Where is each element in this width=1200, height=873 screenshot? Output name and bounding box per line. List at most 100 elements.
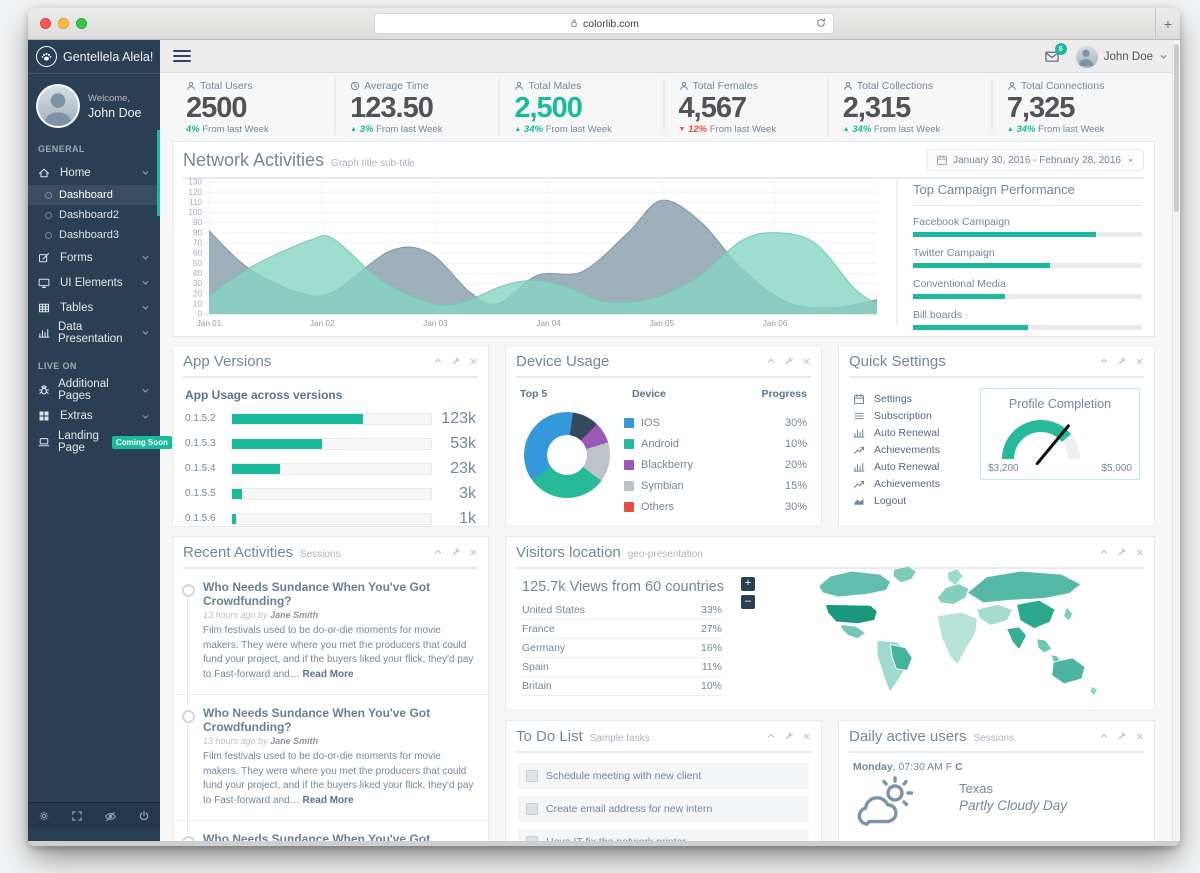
wrench-icon[interactable] — [784, 356, 794, 366]
sidebar-item[interactable]: UI Elements — [28, 270, 160, 295]
scrollbar-thumb[interactable] — [1174, 44, 1179, 212]
minimize-window-button[interactable] — [58, 18, 69, 29]
activity-title[interactable]: Who Needs Sundance When You've Got Crowd… — [203, 580, 431, 608]
sidebar-item[interactable]: Landing Page Coming Soon — [28, 429, 172, 455]
sidebar-toggle-icon[interactable] — [173, 50, 191, 65]
collapse-icon[interactable] — [1099, 547, 1109, 557]
sidebar-item[interactable]: Additional Pages — [28, 377, 160, 403]
quick-settings-item[interactable]: Logout — [853, 492, 940, 509]
settings-gear-icon[interactable] — [38, 810, 50, 822]
close-icon[interactable] — [1135, 548, 1144, 557]
sidebar-subitem[interactable]: Dashboard2 — [28, 205, 160, 225]
quick-settings-item[interactable]: Auto Renewal — [853, 458, 940, 475]
close-icon[interactable] — [802, 357, 811, 366]
user-avatar — [1075, 45, 1098, 68]
chart-area-icon — [853, 495, 866, 507]
campaign-item: Twitter Campaign — [913, 247, 1142, 268]
panel-title: App Versions — [183, 353, 272, 370]
map-zoom-out-button[interactable]: – — [741, 595, 755, 609]
sidebar-subitem[interactable]: Dashboard3 — [28, 225, 160, 245]
sidebar-item[interactable]: Extras — [28, 403, 160, 429]
quick-settings-item[interactable]: Achievements — [853, 441, 940, 458]
activity-title[interactable]: Who Needs Sundance When You've Got Crowd… — [203, 832, 431, 841]
close-icon[interactable] — [469, 548, 478, 557]
trend-icon: ▲ — [842, 126, 850, 134]
brand[interactable]: Gentellela Alela! — [28, 40, 160, 74]
collapse-icon[interactable] — [433, 547, 443, 557]
close-icon[interactable] — [802, 732, 811, 741]
progress-track — [913, 325, 1142, 330]
stat-value: 7,325 — [1006, 92, 1076, 124]
close-icon[interactable] — [469, 357, 478, 366]
user-menu[interactable]: John Doe — [1075, 45, 1168, 68]
new-tab-button[interactable]: + — [1155, 8, 1180, 40]
collapse-icon[interactable] — [766, 356, 776, 366]
sidebar-subitem[interactable]: Dashboard — [28, 185, 160, 205]
todo-item[interactable]: Schedule meeting with new client — [518, 763, 809, 789]
power-icon[interactable] — [138, 810, 150, 822]
messages-button[interactable]: 6 — [1044, 43, 1067, 64]
todo-checkbox[interactable] — [526, 770, 538, 782]
stat-delta: 4% — [186, 124, 200, 136]
collapse-icon[interactable] — [1099, 731, 1109, 741]
todo-checkbox[interactable] — [526, 836, 538, 841]
stat-delta: 34% — [852, 124, 872, 136]
close-icon[interactable] — [1135, 732, 1144, 741]
stat-delta: 12% — [688, 124, 708, 136]
sidebar-menu: Forms UI Elements Tables — [28, 245, 160, 345]
map-zoom-in-button[interactable]: + — [741, 577, 755, 591]
eye-slash-icon[interactable] — [104, 810, 117, 823]
legend-row: Symbian 15% — [624, 475, 807, 496]
quick-settings-item[interactable]: Achievements — [853, 475, 940, 492]
trend-icon: ▼ — [678, 126, 686, 134]
refresh-icon[interactable] — [815, 17, 827, 29]
stat-tile: Average Time 123.50 ▲ 3% From last Week — [334, 78, 498, 135]
activity-title[interactable]: Who Needs Sundance When You've Got Crowd… — [203, 706, 431, 734]
bar-chart-icon — [853, 461, 866, 473]
todo-item[interactable]: Create email address for new intern — [518, 796, 809, 822]
wrench-icon[interactable] — [451, 547, 461, 557]
profile-completion-card: Profile Completion $3,200 $5,000 — [980, 388, 1140, 480]
panel-subtitle: Sessions — [300, 549, 341, 560]
panel-subtitle: Sample tasks — [589, 733, 650, 744]
bar-fill — [232, 413, 364, 424]
collapse-icon[interactable] — [433, 356, 443, 366]
wrench-icon[interactable] — [784, 731, 794, 741]
wrench-icon[interactable] — [1117, 547, 1127, 557]
fullscreen-icon[interactable] — [71, 810, 83, 822]
collapse-icon[interactable] — [766, 731, 776, 741]
gauge-min-label: $3,200 — [988, 463, 1019, 474]
todo-item[interactable]: Have IT fix the network printer — [518, 829, 809, 841]
world-map[interactable] — [788, 561, 1140, 703]
brand-title: Gentellela Alela! — [63, 49, 154, 64]
read-more-link[interactable]: Read More — [302, 668, 354, 680]
sidebar-item-home[interactable]: Home — [28, 160, 160, 185]
sidebar-item[interactable]: Data Presentation — [28, 320, 160, 345]
panel-title: To Do List — [516, 728, 583, 745]
close-icon[interactable] — [1135, 357, 1144, 366]
weather-unit: C — [955, 761, 963, 773]
wrench-icon[interactable] — [451, 356, 461, 366]
stat-tile: Total Users 2500 4% From last Week — [172, 78, 334, 135]
sidebar-item[interactable]: Tables — [28, 295, 160, 320]
device-name: Android — [641, 437, 679, 450]
todo-checkbox[interactable] — [526, 803, 538, 815]
col-header-top5: Top 5 — [520, 388, 548, 400]
stat-tile: Total Collections 2,315 ▲ 34% From last … — [826, 78, 991, 136]
sidebar-item[interactable]: Forms — [28, 245, 160, 270]
address-bar[interactable]: colorlib.com — [374, 13, 834, 34]
zoom-window-button[interactable] — [76, 18, 87, 29]
todo-label: Schedule meeting with new client — [546, 770, 702, 782]
close-window-button[interactable] — [40, 18, 51, 29]
read-more-link[interactable]: Read More — [302, 794, 354, 806]
date-range-picker[interactable]: January 30, 2016 - February 28, 2016 — [927, 149, 1144, 171]
page-scrollbar[interactable] — [1172, 40, 1180, 841]
quick-settings-item[interactable]: Subscription — [853, 407, 940, 424]
quick-settings-item[interactable]: Settings — [853, 390, 940, 407]
collapse-icon[interactable] — [1099, 356, 1109, 366]
quick-settings-item[interactable]: Auto Renewal — [853, 424, 940, 441]
sidebar-scrollbar[interactable] — [157, 130, 160, 216]
wrench-icon[interactable] — [1117, 731, 1127, 741]
wrench-icon[interactable] — [1117, 356, 1127, 366]
